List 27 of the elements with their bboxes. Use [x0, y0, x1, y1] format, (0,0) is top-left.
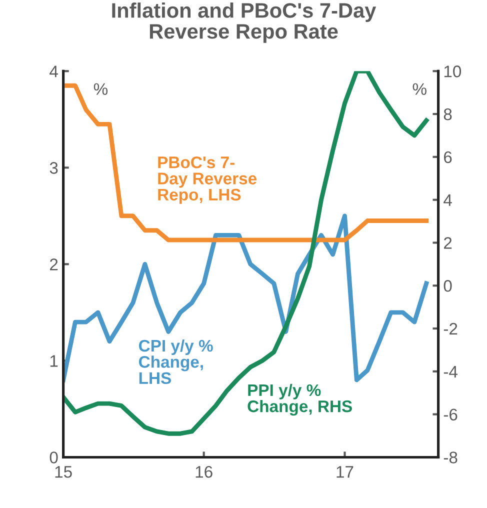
series-label: CPI y/y % Change, LHS [138, 339, 213, 384]
y2-tick-label: 0 [444, 280, 452, 292]
y2-tick-label: -2 [444, 322, 458, 335]
y-tick-label: 4 [50, 66, 58, 78]
y2-tick-label: -4 [444, 366, 458, 378]
line-series [63, 71, 429, 436]
y-tick-label: 2 [50, 258, 58, 270]
series-label: PPI y/y % Change, RHS [248, 384, 352, 416]
y-tick-label: 3 [50, 162, 58, 174]
y2-tick-label: 4 [444, 194, 452, 206]
y2-tick-label: -6 [444, 408, 458, 421]
y2-axis-title: % [412, 83, 426, 95]
x-tick-label: 15 [55, 466, 72, 478]
series-label: PBoC's 7- Day Reverse Repo, LHS [158, 156, 257, 204]
line-series [63, 214, 429, 382]
y2-tick-label: 2 [444, 237, 452, 249]
chart-title: Inflation and PBoC's 7-Day Reverse Repo Rate [112, 2, 376, 43]
y2-tick-label: 6 [444, 151, 452, 164]
y2-tick-label: 8 [444, 108, 452, 120]
y-tick-label: 0 [50, 452, 58, 464]
y-axis-title: % [94, 83, 108, 95]
y-tick-label: 1 [50, 355, 58, 367]
y2-tick-label: 10 [444, 66, 462, 78]
x-tick-label: 16 [196, 466, 212, 478]
y2-tick-label: -8 [444, 452, 458, 464]
line-series [63, 83, 429, 242]
x-tick-label: 17 [336, 466, 354, 478]
